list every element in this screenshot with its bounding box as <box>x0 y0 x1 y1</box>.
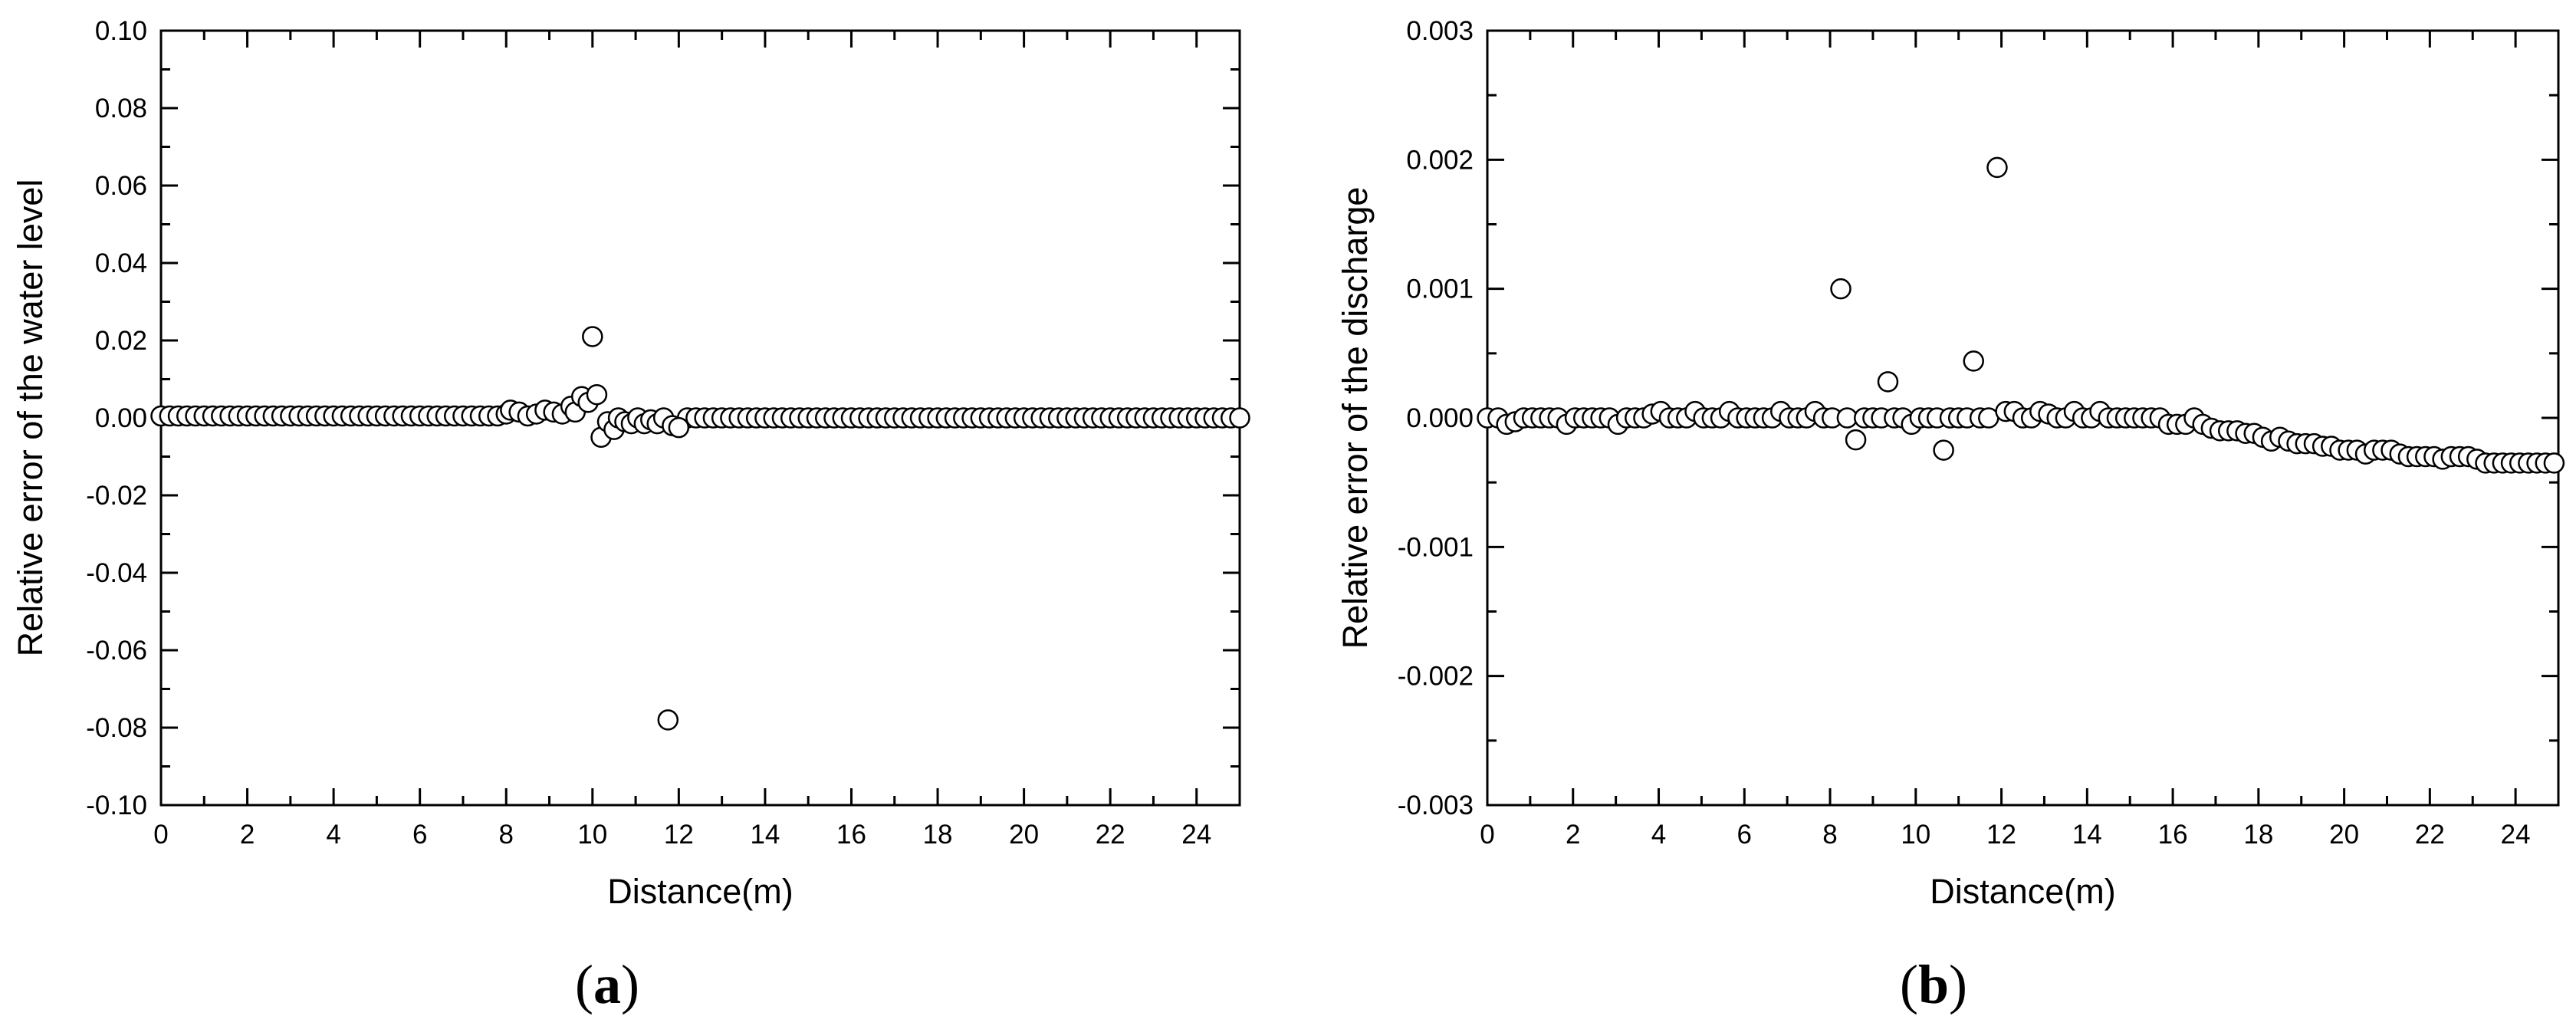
x-tick-label: 2 <box>1566 820 1580 850</box>
data-point <box>586 383 608 406</box>
y-tick-label: 0.002 <box>1406 145 1474 175</box>
panel-a: 0 2 4 6 8 10 12 14 16 18 20 22 24-0.10-0.08-0.06-0.0… <box>11 16 1250 1015</box>
data-point <box>1933 439 1954 461</box>
y-tick-label: 0.000 <box>1406 403 1474 433</box>
x-tick-label: 12 <box>664 820 694 850</box>
panel-label-letter: b <box>1918 954 1949 1015</box>
x-tick-label: 14 <box>2072 820 2102 850</box>
y-tick-label: 0.06 <box>95 171 147 201</box>
x-tick-label: 12 <box>1986 820 2016 850</box>
x-tick-label: 6 <box>1737 820 1752 850</box>
y-tick-label: 0.04 <box>95 248 147 278</box>
data-point <box>1229 407 1250 429</box>
panel-label: (a) <box>575 954 639 1015</box>
x-tick-label: 4 <box>326 820 340 850</box>
y-tick-label: 0.08 <box>95 94 147 123</box>
x-tick-label: 14 <box>750 820 780 850</box>
panel-b: 0 2 4 6 8 10 12 14 16 18 20 22 24-0.003-0.002-0.0010… <box>1336 16 2565 1015</box>
data-point <box>1845 429 1867 451</box>
x-tick-label: 24 <box>2501 820 2531 850</box>
y-tick-label: -0.02 <box>86 481 147 511</box>
y-axis-title: Relative error of the water level <box>11 179 50 657</box>
data-point <box>1830 278 1852 300</box>
x-tick-label: 6 <box>412 820 427 850</box>
x-tick-label: 16 <box>836 820 866 850</box>
panel-label-open: ( <box>1900 954 1918 1015</box>
x-tick-label: 24 <box>1181 820 1211 850</box>
y-tick-label: -0.003 <box>1398 791 1474 820</box>
y-tick-label: -0.10 <box>86 791 147 820</box>
x-tick-label: 0 <box>1480 820 1494 850</box>
panel-label: (b) <box>1900 954 1967 1015</box>
data-point <box>582 326 603 347</box>
y-tick-label: -0.08 <box>86 713 147 743</box>
x-tick-label: 22 <box>2415 820 2445 850</box>
panel-label-close: ) <box>1949 954 1967 1015</box>
data-point <box>1986 156 2008 179</box>
x-tick-label: 4 <box>1651 820 1666 850</box>
data-point <box>668 416 690 439</box>
x-tick-label: 18 <box>2243 820 2273 850</box>
y-tick-label: 0.003 <box>1406 16 1474 46</box>
data-point <box>1963 350 1984 372</box>
x-axis-title: Distance(m) <box>1930 872 2116 911</box>
x-tick-label: 8 <box>1822 820 1837 850</box>
y-tick-label: 0.001 <box>1406 275 1474 304</box>
x-tick-label: 20 <box>2329 820 2359 850</box>
x-tick-label: 0 <box>153 820 168 850</box>
panel-label-letter: a <box>593 954 621 1015</box>
data-point <box>657 709 679 731</box>
x-tick-label: 20 <box>1009 820 1039 850</box>
y-tick-label: -0.06 <box>86 636 147 666</box>
x-tick-label: 16 <box>2158 820 2188 850</box>
x-tick-label: 2 <box>240 820 255 850</box>
data-point <box>1877 371 1899 393</box>
x-tick-label: 18 <box>923 820 953 850</box>
data-point <box>2543 452 2565 474</box>
y-tick-label: -0.001 <box>1398 532 1474 562</box>
y-axis-title: Relative error of the discharge <box>1336 187 1375 649</box>
panel-label-open: ( <box>575 954 593 1015</box>
y-tick-label: -0.04 <box>86 558 147 588</box>
y-tick-label: 0.00 <box>95 403 147 433</box>
y-tick-label: -0.002 <box>1398 662 1474 692</box>
x-axis-title: Distance(m) <box>607 872 794 911</box>
x-tick-label: 10 <box>577 820 607 850</box>
y-tick-label: 0.02 <box>95 326 147 356</box>
y-tick-label: 0.10 <box>95 16 147 46</box>
x-tick-label: 22 <box>1096 820 1125 850</box>
panel-label-close: ) <box>621 954 639 1015</box>
x-tick-label: 10 <box>1901 820 1930 850</box>
x-tick-label: 8 <box>499 820 514 850</box>
